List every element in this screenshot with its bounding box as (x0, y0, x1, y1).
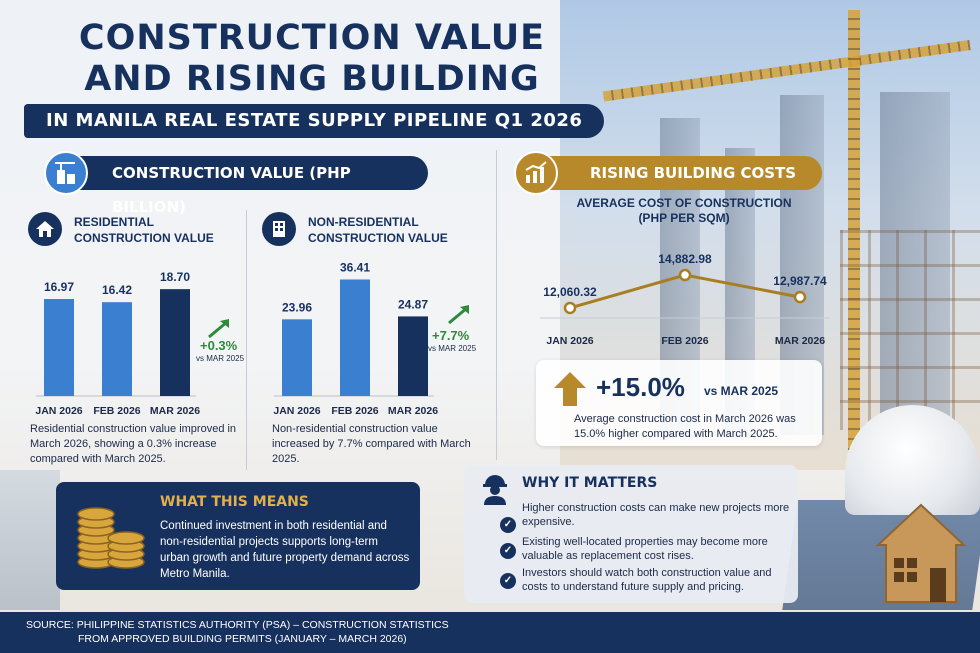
worker-icon (483, 475, 507, 505)
page-subtitle: IN MANILA REAL ESTATE SUPPLY PIPELINE Q1… (24, 104, 604, 138)
cost-chart-title-line1: AVERAGE COST OF CONSTRUCTION (576, 196, 792, 210)
checkmark-icon: ✓ (500, 517, 516, 533)
non-residential-description: Non-residential construction value incre… (272, 423, 471, 465)
non-residential-change-note: vs MAR 2025 (428, 344, 477, 353)
residential-title-line1: RESIDENTIAL (74, 215, 155, 229)
bar (340, 279, 370, 396)
section-header-construction-value: CONSTRUCTION VALUE (PHP BILLION) (64, 156, 428, 216)
residential-title: RESIDENTIAL CONSTRUCTION VALUE (74, 214, 214, 246)
bar-value-label: 24.87 (398, 297, 428, 311)
data-point (563, 301, 577, 315)
divider (496, 150, 497, 460)
bar-value-label: 16.97 (44, 280, 74, 294)
up-arrow-icon (448, 305, 469, 325)
cost-chart-title: AVERAGE COST OF CONSTRUCTION (PHP PER SQ… (546, 196, 822, 226)
residential-description: Residential construction value improved … (30, 423, 237, 465)
x-tick-label: FEB 2026 (93, 405, 140, 416)
bar-value-label: 16.42 (102, 283, 132, 297)
what-this-means-box: WHAT THIS MEANS Continued investment in … (56, 482, 420, 590)
point-value-label: 12,060.32 (543, 285, 597, 299)
crane-building-icon (44, 151, 88, 195)
x-tick-label: MAR 2026 (388, 405, 438, 416)
checkmark-icon: ✓ (500, 573, 516, 589)
bar (102, 302, 132, 396)
up-arrow-icon (554, 372, 586, 406)
scaffold (840, 230, 980, 430)
what-this-means-title: WHAT THIS MEANS (160, 494, 309, 510)
data-point (678, 268, 692, 282)
why-item: Higher construction costs can make new p… (522, 502, 790, 528)
source-line2: FROM APPROVED BUILDING PERMITS (JANUARY … (78, 633, 407, 645)
non-residential-title-line2: CONSTRUCTION VALUE (308, 231, 448, 245)
house-icon (28, 212, 62, 246)
city-silhouette (0, 470, 60, 610)
building-silhouette (880, 92, 950, 422)
hard-hat-icon (845, 405, 980, 515)
bar (44, 299, 74, 396)
what-this-means-text: Continued investment in both residential… (160, 520, 410, 580)
why-item: Existing well-located properties may bec… (522, 536, 768, 562)
source-footer: SOURCE: PHILIPPINE STATISTICS AUTHORITY … (0, 612, 980, 653)
x-tick-label: MAR 2026 (775, 335, 825, 347)
bar-value-label: 36.41 (340, 260, 370, 274)
chart-up-icon (514, 151, 558, 195)
bar (398, 316, 428, 396)
source-line1: SOURCE: PHILIPPINE STATISTICS AUTHORITY … (26, 619, 449, 631)
bar-value-label: 18.70 (160, 270, 190, 284)
why-it-matters-box: WHY IT MATTERS ✓ Higher construction cos… (464, 465, 798, 603)
x-tick-label: JAN 2026 (35, 405, 82, 416)
residential-change-note: vs MAR 2025 (196, 354, 245, 363)
residential-bar-chart: 16.97 JAN 2026 16.42 FEB 2026 18.70 MAR 2026 (35, 270, 200, 416)
residential-change-value: +0.3% (200, 338, 238, 353)
section-header-rising-costs: RISING BUILDING COSTS (540, 156, 822, 190)
wooden-house-icon (876, 503, 966, 603)
x-tick-label: JAN 2026 (546, 335, 593, 347)
point-value-label: 14,882.98 (658, 252, 712, 266)
cost-change-description: Average construction cost in March 2026 … (574, 413, 796, 440)
cost-change-value: +15.0% (596, 372, 685, 402)
non-residential-change-value: +7.7% (432, 328, 470, 343)
x-tick-label: FEB 2026 (661, 335, 708, 347)
non-residential-bar-chart: 23.96 JAN 2026 36.41 FEB 2026 24.87 MAR 2026 (273, 260, 438, 416)
x-tick-label: FEB 2026 (331, 405, 378, 416)
residential-title-line2: CONSTRUCTION VALUE (74, 231, 214, 245)
divider (246, 210, 247, 470)
checkmark-icon: ✓ (500, 543, 516, 559)
data-point (793, 290, 807, 304)
why-it-matters-title: WHY IT MATTERS (522, 475, 658, 491)
up-arrow-icon (208, 319, 229, 339)
coin-stack-icon (77, 507, 145, 569)
bar (160, 289, 190, 396)
x-tick-label: JAN 2026 (273, 405, 320, 416)
office-building-icon (262, 212, 296, 246)
non-residential-title-line1: NON-RESIDENTIAL (308, 215, 419, 229)
cost-change-note: vs MAR 2025 (704, 384, 779, 398)
x-tick-label: MAR 2026 (150, 405, 200, 416)
non-residential-title: NON-RESIDENTIAL CONSTRUCTION VALUE (308, 214, 448, 246)
why-item: Investors should watch both construction… (522, 567, 772, 593)
cost-change-box: +15.0% vs MAR 2025 Average construction … (536, 360, 822, 446)
bar (282, 319, 312, 396)
bar-value-label: 23.96 (282, 300, 312, 314)
crane-mast (848, 10, 860, 450)
cost-chart-title-line2: (PHP PER SQM) (638, 211, 730, 225)
point-value-label: 12,987.74 (773, 274, 827, 288)
cost-line-chart: 12,060.32 JAN 2026 14,882.98 FEB 2026 12,987… (540, 252, 830, 347)
